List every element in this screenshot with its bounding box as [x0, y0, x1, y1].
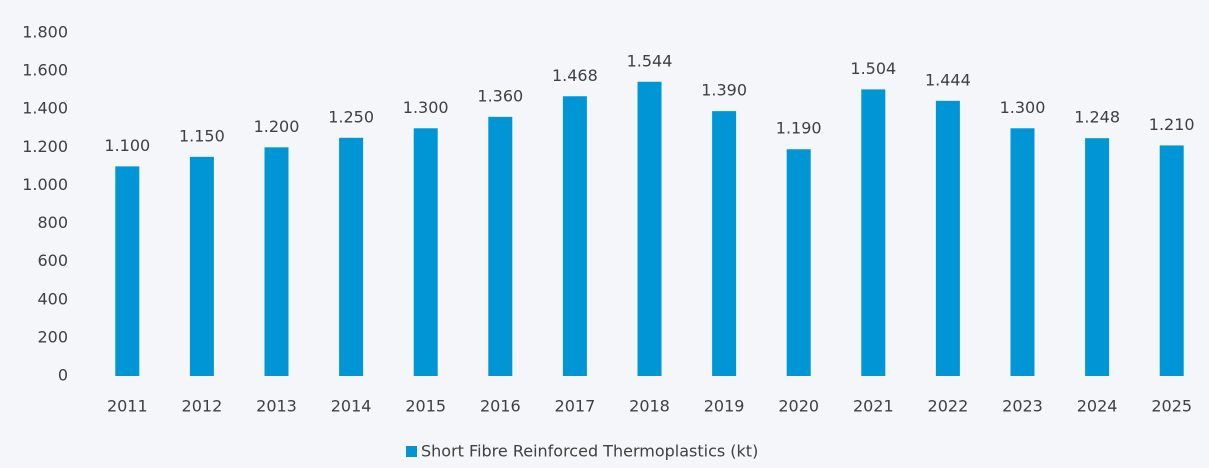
data-label: 1.544 [627, 51, 673, 70]
x-tick-label: 2014 [331, 397, 372, 416]
x-tick-label: 2015 [405, 397, 446, 416]
x-tick-label: 2024 [1077, 397, 1118, 416]
data-label: 1.300 [403, 98, 449, 117]
bar [786, 149, 811, 376]
bar [637, 81, 662, 376]
data-label: 1.390 [701, 81, 747, 100]
x-tick-label: 2018 [629, 397, 670, 416]
legend-swatch [406, 446, 417, 457]
data-label: 1.100 [104, 136, 150, 155]
y-tick-label: 1.600 [22, 61, 68, 80]
data-label: 1.468 [552, 66, 598, 85]
bar [935, 100, 960, 377]
y-tick-label: 1.000 [22, 175, 68, 194]
bar [712, 111, 737, 376]
data-label: 1.250 [328, 107, 374, 126]
bar [562, 96, 587, 377]
y-tick-label: 400 [37, 289, 68, 308]
bar [861, 89, 886, 376]
bar [189, 156, 214, 376]
y-tick-label: 800 [37, 213, 68, 232]
data-label: 1.190 [776, 119, 822, 138]
data-label: 1.210 [1149, 115, 1195, 134]
x-tick-label: 2025 [1151, 397, 1192, 416]
x-tick-label: 2019 [704, 397, 745, 416]
x-tick-label: 2023 [1002, 397, 1043, 416]
bar [1010, 128, 1035, 376]
x-tick-label: 2011 [107, 397, 148, 416]
data-label: 1.248 [1074, 108, 1120, 127]
y-tick-label: 1.400 [22, 99, 68, 118]
x-tick-label: 2013 [256, 397, 297, 416]
legend-label: Short Fibre Reinforced Thermoplastics (k… [421, 442, 758, 461]
data-label: 1.444 [925, 70, 971, 89]
data-label: 1.150 [179, 126, 225, 145]
bar [264, 147, 289, 376]
x-tick-label: 2017 [555, 397, 596, 416]
bar [413, 128, 438, 376]
data-label: 1.504 [850, 59, 896, 78]
y-tick-label: 1.200 [22, 137, 68, 156]
data-label: 1.300 [1000, 98, 1046, 117]
x-tick-label: 2012 [182, 397, 223, 416]
data-label: 1.200 [254, 117, 300, 136]
y-tick-label: 0 [58, 366, 68, 385]
bar [488, 116, 513, 376]
bar [339, 137, 364, 376]
bar [1085, 138, 1110, 376]
bar [1159, 145, 1184, 376]
y-tick-label: 600 [37, 251, 68, 270]
y-tick-label: 200 [37, 327, 68, 346]
bar [115, 166, 140, 376]
x-tick-label: 2021 [853, 397, 894, 416]
x-tick-label: 2020 [778, 397, 819, 416]
x-tick-label: 2016 [480, 397, 521, 416]
x-tick-label: 2022 [928, 397, 969, 416]
data-label: 1.360 [477, 86, 523, 105]
y-tick-label: 1.800 [22, 23, 68, 42]
